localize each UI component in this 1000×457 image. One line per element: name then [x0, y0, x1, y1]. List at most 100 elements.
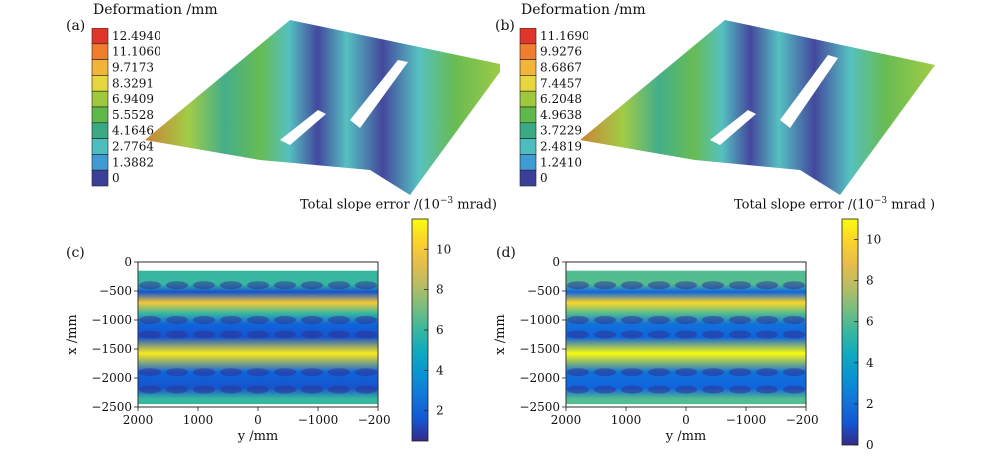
- heatmap-spot: [621, 330, 643, 339]
- heatmap-spot: [783, 316, 805, 324]
- x-axis-label: y /mm: [665, 429, 707, 444]
- heatmap-spot: [139, 368, 161, 377]
- heatmap-spot: [783, 368, 805, 377]
- colorbar-swatch: [91, 43, 109, 60]
- heatmap-spot: [648, 368, 670, 377]
- x-tick-label: 2000: [551, 413, 582, 427]
- heatmap-spot: [139, 281, 161, 290]
- y-tick-label: −1000: [519, 313, 560, 327]
- heatmap-spot: [756, 330, 778, 339]
- heatmap-spot: [648, 316, 670, 324]
- heatmap-spot: [193, 316, 215, 324]
- heatmap-spot: [328, 330, 350, 339]
- heatmap-spot: [702, 330, 724, 339]
- colorbar-tick-label: 4: [436, 363, 444, 377]
- panel-d-colorbar: 10 8 6 4 2 0: [841, 218, 881, 452]
- x-tick-label: −1000: [298, 413, 339, 427]
- heatmap-spot: [729, 316, 751, 324]
- colorbar-tick-label: 0: [540, 171, 548, 185]
- heatmap-spot: [166, 316, 188, 324]
- colorbar-swatch: [91, 59, 109, 76]
- heatmap-spot: [355, 368, 377, 377]
- panel-b-label: (b): [495, 18, 515, 34]
- heatmap-spot: [193, 281, 215, 290]
- panel-a-colorbar-title: Deformation /mm: [93, 2, 218, 18]
- heatmap-spot: [193, 368, 215, 377]
- colorbar-tick-label: 10: [866, 233, 881, 247]
- colorbar-tick-label: 9.7173: [112, 61, 154, 75]
- colorbar-swatch: [519, 122, 537, 139]
- heatmap-spot: [274, 368, 296, 377]
- colorbar-gradient: [841, 218, 859, 446]
- colorbar-tick-label: 10: [436, 242, 451, 256]
- y-tick-label: −2000: [519, 371, 560, 385]
- heatmap-spot: [328, 281, 350, 290]
- heatmap-spot: [729, 330, 751, 339]
- colorbar-tick-label: 6.9409: [112, 92, 154, 106]
- heatmap-spot: [702, 368, 724, 377]
- panel-c-colorbar-title: Total slope error /(10−3 mrad): [300, 196, 497, 213]
- x-tick-label: 0: [254, 413, 262, 427]
- heatmap-spot: [301, 281, 323, 290]
- x-tick-label: −2000: [786, 413, 818, 427]
- colorbar-tick-label: 11.1690: [540, 29, 588, 43]
- heatmap-spot: [567, 281, 589, 290]
- colorbar-swatch: [519, 59, 537, 76]
- heatmap-spot: [274, 316, 296, 324]
- x-axis-label: y /mm: [237, 429, 279, 444]
- colorbar-swatch: [519, 154, 537, 171]
- heatmap-spot: [247, 385, 269, 394]
- heatmap-spot: [702, 316, 724, 324]
- heatmap-spot: [756, 368, 778, 377]
- heatmap-spot: [139, 385, 161, 394]
- heatmap-spot: [166, 281, 188, 290]
- heatmap-spot: [274, 385, 296, 394]
- y-axis-label: x /mm: [493, 314, 508, 355]
- heatmap-spot: [328, 385, 350, 394]
- colorbar-swatch: [91, 169, 109, 187]
- colorbar-tick-label: 8: [866, 274, 874, 288]
- colorbar-tick-label: 2: [436, 404, 444, 418]
- y-tick-label: −500: [99, 284, 132, 298]
- heatmap-spot: [301, 316, 323, 324]
- colorbar-swatch: [91, 75, 109, 92]
- colorbar-tick-label: 8: [436, 283, 444, 297]
- colorbar-tick-label: 5.5528: [112, 108, 154, 122]
- heatmap-spot: [247, 368, 269, 377]
- heatmap-spot: [328, 316, 350, 324]
- colorbar-tick-label: 6.2048: [540, 92, 582, 106]
- x-tick-label: −1000: [726, 413, 767, 427]
- heatmap-spot: [783, 385, 805, 394]
- colorbar-tick-label: 0: [112, 171, 120, 185]
- heatmap-spot: [355, 281, 377, 290]
- heatmap-spot: [675, 385, 697, 394]
- y-tick-label: −1000: [91, 313, 132, 327]
- heatmap-spot: [220, 281, 242, 290]
- heatmap-spot: [648, 330, 670, 339]
- heatmap-spot: [355, 330, 377, 339]
- colorbar-tick-label: 4: [866, 356, 874, 370]
- colorbar-swatch: [91, 106, 109, 124]
- heatmap-spot: [301, 330, 323, 339]
- heatmap-spot: [567, 368, 589, 377]
- heatmap-spot: [756, 385, 778, 394]
- heatmap-spot: [702, 281, 724, 290]
- colorbar-tick-label: 9.9276: [540, 45, 582, 59]
- heatmap-spot: [220, 385, 242, 394]
- y-tick-label: 0: [552, 255, 560, 269]
- heatmap-spot: [702, 385, 724, 394]
- panel-c-label: (c): [66, 245, 85, 261]
- colorbar-tick-label: 2.4819: [540, 140, 582, 154]
- heatmap-spot: [729, 368, 751, 377]
- colorbar-swatch: [519, 43, 537, 60]
- heatmap-spot: [247, 281, 269, 290]
- y-tick-label: −500: [527, 284, 560, 298]
- colorbar-tick-label: 6: [866, 315, 874, 329]
- heatmap-spot: [621, 281, 643, 290]
- heatmap-spot: [621, 368, 643, 377]
- colorbar-tick-label: 8.3291: [112, 76, 154, 90]
